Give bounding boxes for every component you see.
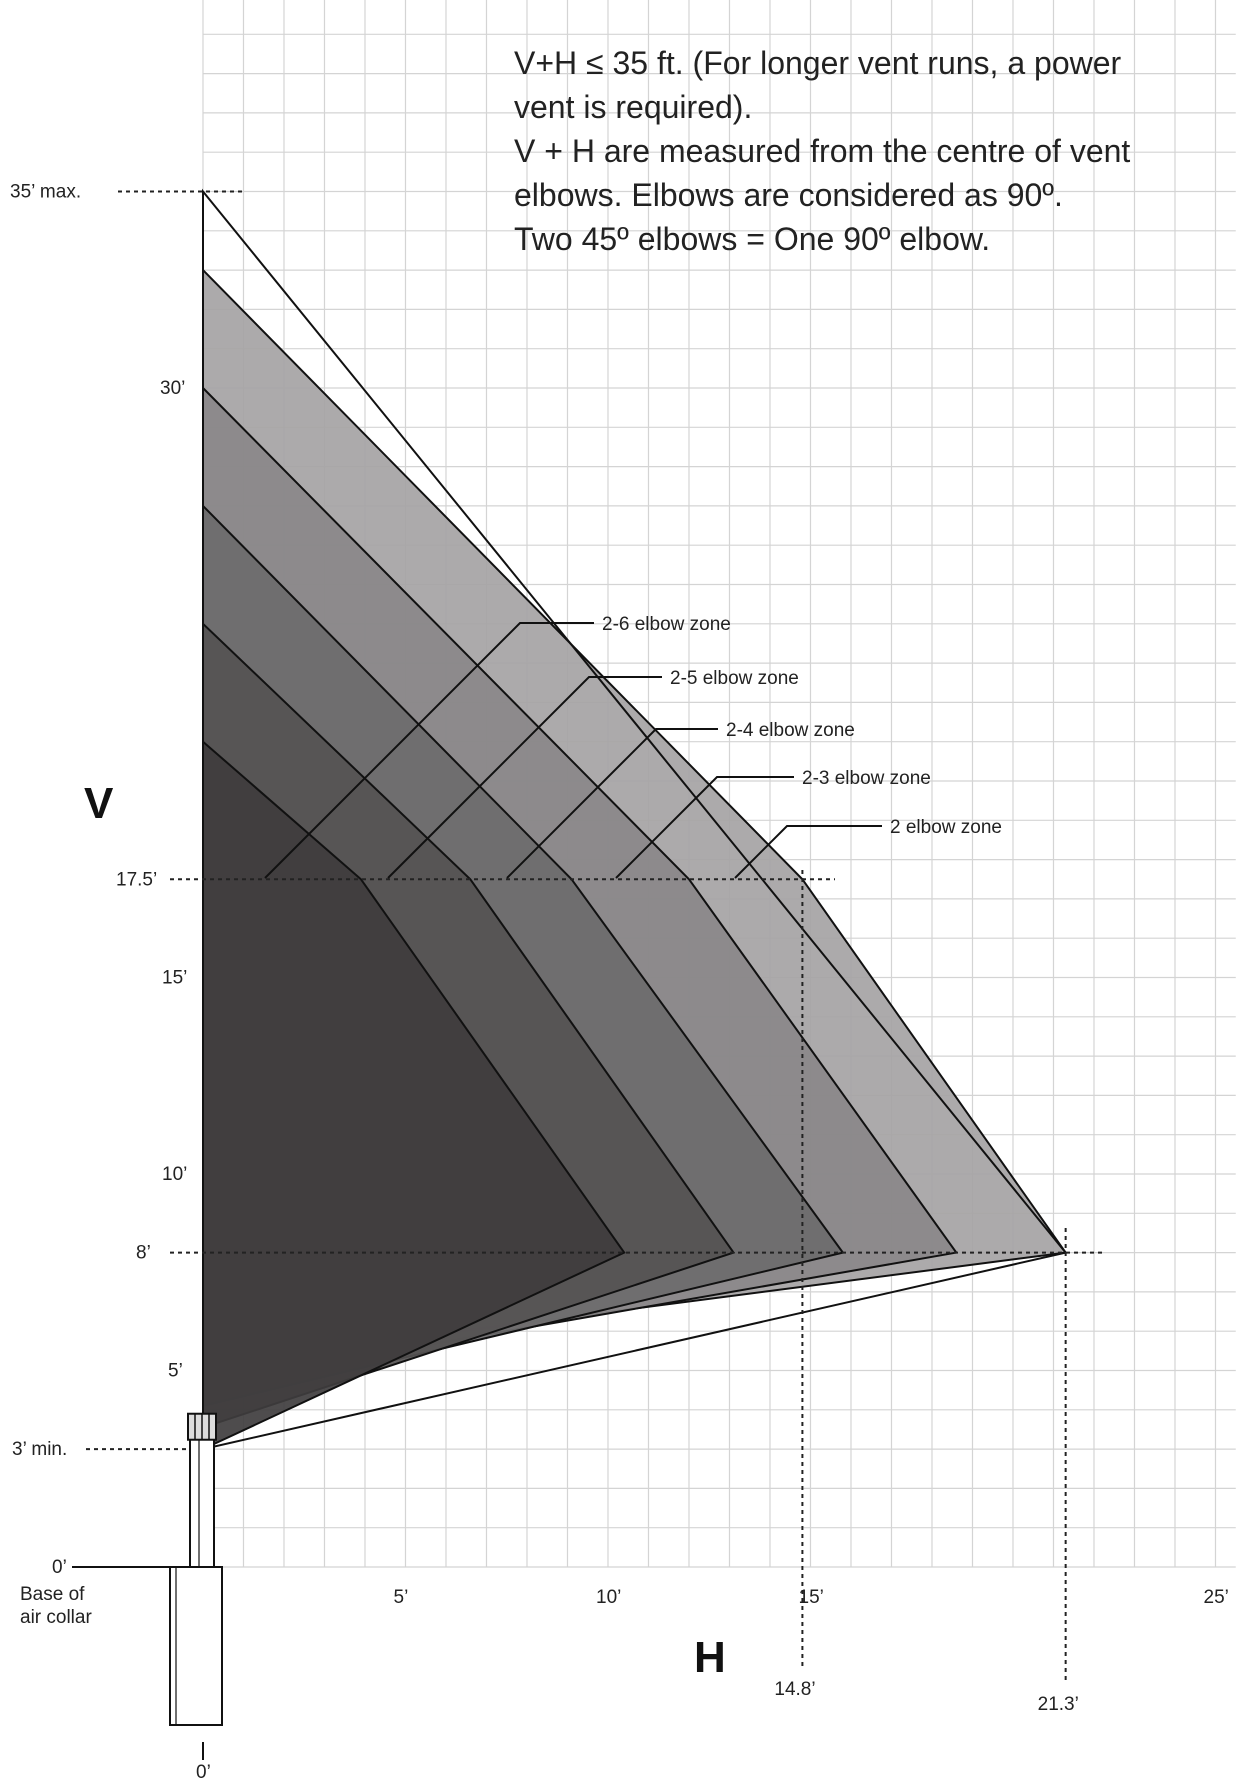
- note-line-2: vent is required).: [514, 89, 752, 125]
- base-label: Base of air collar: [20, 1584, 92, 1628]
- vent-pipe-upper: [189, 1428, 215, 1568]
- v-tick-label: 35’ max.: [10, 182, 81, 203]
- v-tick-label: 3’ min.: [12, 1439, 67, 1460]
- zone-leader: [387, 676, 662, 879]
- h-axis-title: H: [694, 1633, 726, 1682]
- h-marker-label: 14.8’: [774, 1679, 815, 1700]
- zone-leader: [264, 622, 594, 879]
- h-tick-label: 10’: [596, 1587, 621, 1608]
- zone-label: 2-3 elbow zone: [802, 768, 931, 789]
- note-line-4: elbows. Elbows are considered as 90º.: [514, 177, 1063, 213]
- h-tick-label: 25’: [1204, 1587, 1229, 1608]
- dotted-guides: [86, 190, 1105, 1684]
- zone-leader: [506, 728, 718, 879]
- h-tick-label: 15’: [799, 1587, 824, 1608]
- max-outline: [202, 188, 1068, 1451]
- h-tick-label: 5’: [394, 1587, 409, 1608]
- v-tick-label: 17.5’: [116, 869, 157, 890]
- note-line-1: V+H ≤ 35 ft. (For longer vent runs, a po…: [514, 45, 1122, 81]
- zone-label: 2-4 elbow zone: [726, 720, 855, 741]
- bottom-zero-label: 0’: [196, 1762, 211, 1782]
- zone-labels: 2-6 elbow zone 2-5 elbow zone 2-4 elbow zo…: [264, 614, 1002, 879]
- note-line-3: V + H are measured from the centre of ve…: [514, 133, 1130, 169]
- v-tick-label: 30’: [160, 378, 185, 399]
- vent-pipe: [72, 1412, 223, 1760]
- base-label-line-1: Base of: [20, 1584, 85, 1605]
- zone-label: 2-6 elbow zone: [602, 614, 731, 635]
- v-tick-label: 10’: [162, 1164, 187, 1185]
- v-axis-title: V: [84, 779, 114, 828]
- note-line-5: Two 45º elbows = One 90º elbow.: [514, 221, 990, 257]
- zone-label: 2 elbow zone: [890, 817, 1002, 838]
- v-tick-label: 15’: [162, 968, 187, 989]
- v-tick-label: 0’: [52, 1557, 67, 1578]
- elbow-zones: [202, 188, 1068, 1451]
- venting-note: V+H ≤ 35 ft. (For longer vent runs, a po…: [514, 45, 1130, 257]
- base-label-line-2: air collar: [20, 1607, 92, 1628]
- v-tick-label: 5’: [168, 1361, 183, 1382]
- tick-labels: 35’ max. 30’ 17.5’ 15’ 10’ 8’ 5’ 3’ min. 0’ 5’ 10’…: [10, 182, 1229, 1716]
- air-collar: [169, 1566, 223, 1726]
- zone-leader: [615, 776, 794, 879]
- h-marker-label: 21.3’: [1038, 1694, 1079, 1715]
- zone-label: 2-5 elbow zone: [670, 668, 799, 689]
- v-tick-label: 8’: [136, 1243, 151, 1264]
- zone-leader: [734, 825, 882, 879]
